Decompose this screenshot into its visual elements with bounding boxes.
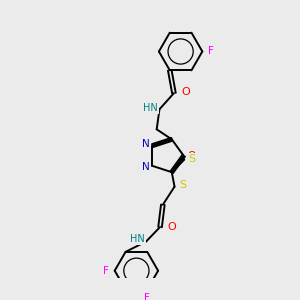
Text: F: F [144,293,150,300]
Text: HN: HN [130,234,145,244]
Text: N: N [142,139,149,149]
Text: O: O [167,222,176,232]
Text: O: O [187,151,196,161]
Text: S: S [188,154,196,164]
Text: S: S [179,180,187,190]
Text: F: F [208,46,214,56]
Text: O: O [181,87,190,97]
Text: HN: HN [143,103,158,113]
Text: F: F [103,266,109,276]
Text: N: N [142,162,149,172]
